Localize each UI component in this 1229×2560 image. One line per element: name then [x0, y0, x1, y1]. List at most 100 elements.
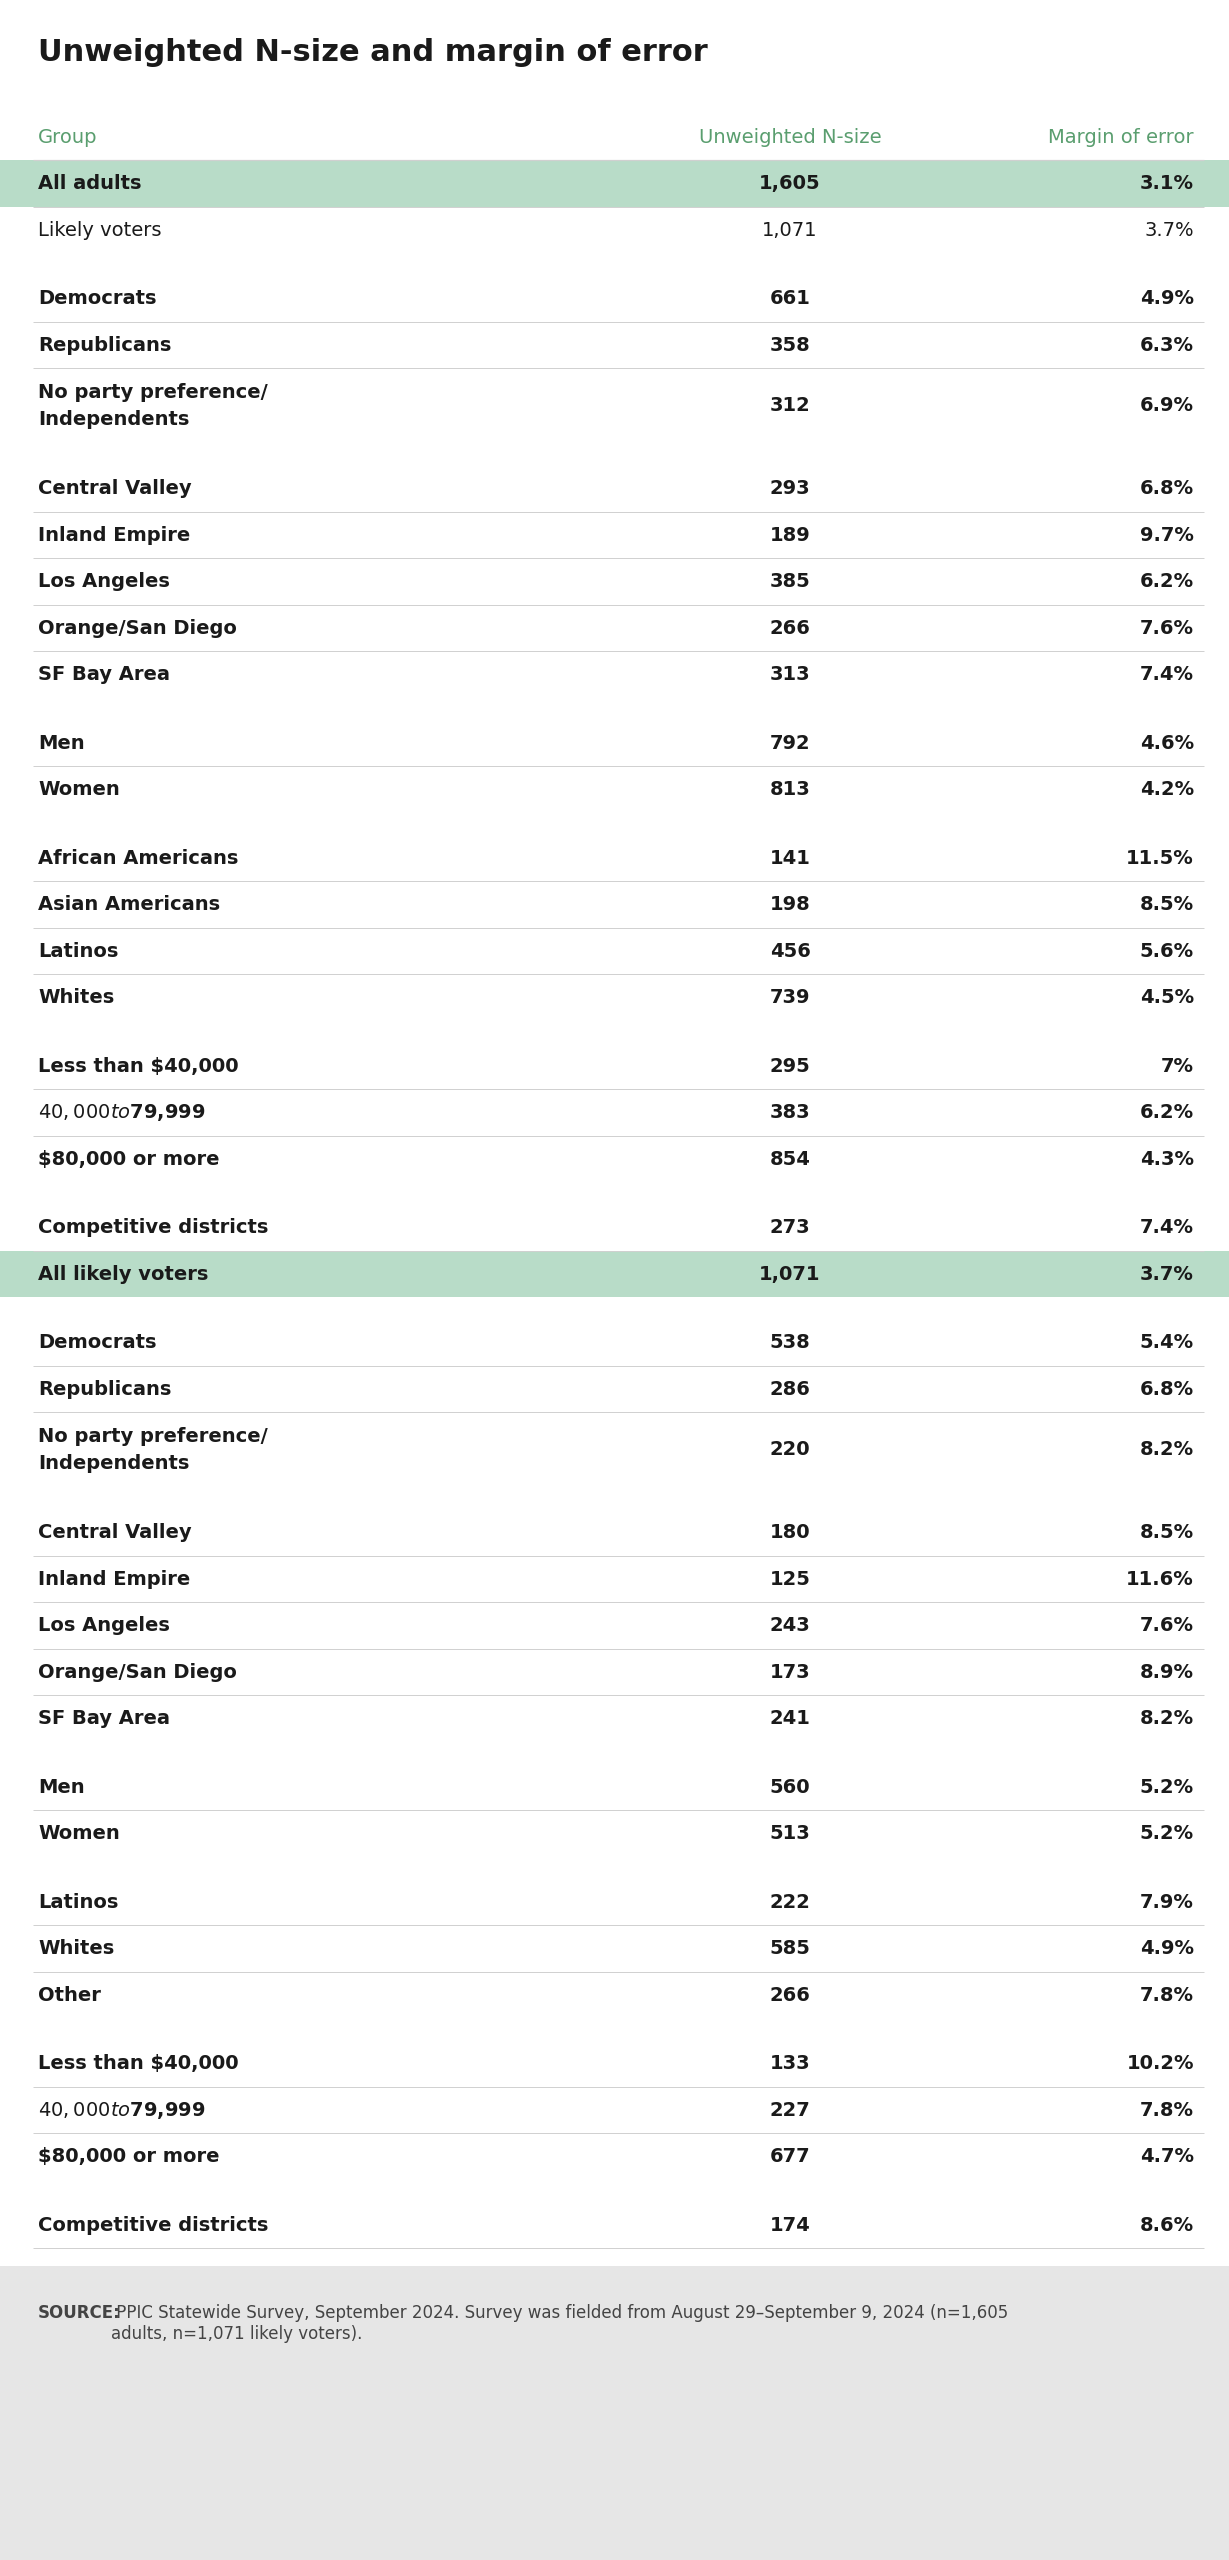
Text: 7.8%: 7.8% — [1141, 1987, 1195, 2004]
Text: Central Valley: Central Valley — [38, 479, 192, 499]
Text: Margin of error: Margin of error — [1048, 128, 1195, 148]
Text: Independents: Independents — [38, 410, 189, 430]
Text: Central Valley: Central Valley — [38, 1523, 192, 1541]
Text: 560: 560 — [769, 1777, 810, 1797]
Text: 312: 312 — [769, 397, 810, 415]
Text: No party preference/: No party preference/ — [38, 384, 268, 402]
Text: 813: 813 — [769, 781, 810, 799]
Text: Unweighted N-size: Unweighted N-size — [699, 128, 881, 148]
Text: Democrats: Democrats — [38, 289, 156, 307]
Text: 538: 538 — [769, 1334, 810, 1352]
Text: 11.5%: 11.5% — [1126, 847, 1195, 868]
Bar — [0, 1252, 1229, 1298]
Text: 4.5%: 4.5% — [1139, 988, 1195, 1006]
Text: Republicans: Republicans — [38, 1380, 171, 1398]
Text: Unweighted N-size and margin of error: Unweighted N-size and margin of error — [38, 38, 708, 67]
Text: 3.7%: 3.7% — [1144, 220, 1195, 241]
Text: 383: 383 — [769, 1103, 810, 1121]
Text: 6.8%: 6.8% — [1139, 479, 1195, 499]
Text: 8.5%: 8.5% — [1139, 1523, 1195, 1541]
Text: Women: Women — [38, 781, 119, 799]
Text: $40,000 to $79,999: $40,000 to $79,999 — [38, 2099, 205, 2120]
Text: 7.4%: 7.4% — [1141, 1219, 1195, 1236]
Text: 1,071: 1,071 — [760, 1265, 821, 1283]
Text: $40,000 to $79,999: $40,000 to $79,999 — [38, 1101, 205, 1124]
Text: Latinos: Latinos — [38, 1892, 118, 1912]
Text: 7.6%: 7.6% — [1141, 1615, 1195, 1636]
Text: 8.6%: 8.6% — [1139, 2214, 1195, 2235]
Text: 4.2%: 4.2% — [1139, 781, 1195, 799]
Text: Independents: Independents — [38, 1454, 189, 1472]
Bar — [0, 161, 1229, 207]
Text: 174: 174 — [769, 2214, 810, 2235]
Text: 273: 273 — [769, 1219, 810, 1236]
Text: 3.7%: 3.7% — [1141, 1265, 1195, 1283]
Text: 5.4%: 5.4% — [1139, 1334, 1195, 1352]
Text: 295: 295 — [769, 1057, 810, 1075]
Text: Competitive districts: Competitive districts — [38, 2214, 268, 2235]
Text: 198: 198 — [769, 896, 810, 914]
Text: SOURCE:: SOURCE: — [38, 2304, 120, 2322]
Text: No party preference/: No party preference/ — [38, 1426, 268, 1446]
Text: 4.9%: 4.9% — [1141, 1938, 1195, 1958]
Text: Inland Empire: Inland Empire — [38, 1569, 190, 1590]
Text: $80,000 or more: $80,000 or more — [38, 2148, 220, 2166]
Text: 266: 266 — [769, 1987, 810, 2004]
Text: 7.4%: 7.4% — [1141, 666, 1195, 684]
Text: 125: 125 — [769, 1569, 810, 1590]
Text: Men: Men — [38, 735, 85, 753]
Text: Republicans: Republicans — [38, 335, 171, 356]
Text: 456: 456 — [769, 942, 810, 960]
Text: Orange/San Diego: Orange/San Diego — [38, 620, 237, 637]
Text: Other: Other — [38, 1987, 101, 2004]
Text: 243: 243 — [769, 1615, 810, 1636]
Text: 220: 220 — [769, 1441, 810, 1459]
Text: 313: 313 — [769, 666, 810, 684]
Text: 7.8%: 7.8% — [1141, 2102, 1195, 2120]
Text: 513: 513 — [769, 1825, 810, 1843]
Text: 6.9%: 6.9% — [1141, 397, 1195, 415]
Text: 4.3%: 4.3% — [1141, 1149, 1195, 1167]
Text: 133: 133 — [769, 2053, 810, 2074]
Text: 5.6%: 5.6% — [1139, 942, 1195, 960]
Text: Los Angeles: Los Angeles — [38, 1615, 170, 1636]
Text: 739: 739 — [769, 988, 810, 1006]
Text: Democrats: Democrats — [38, 1334, 156, 1352]
Text: Less than $40,000: Less than $40,000 — [38, 2053, 238, 2074]
Text: 11.6%: 11.6% — [1126, 1569, 1195, 1590]
Text: 792: 792 — [769, 735, 810, 753]
Text: $80,000 or more: $80,000 or more — [38, 1149, 220, 1167]
Text: Inland Empire: Inland Empire — [38, 525, 190, 545]
Text: SF Bay Area: SF Bay Area — [38, 1710, 170, 1728]
Text: All likely voters: All likely voters — [38, 1265, 209, 1283]
Text: 7%: 7% — [1161, 1057, 1195, 1075]
Text: 6.2%: 6.2% — [1139, 571, 1195, 591]
Text: SF Bay Area: SF Bay Area — [38, 666, 170, 684]
Text: 7.6%: 7.6% — [1141, 620, 1195, 637]
Text: Women: Women — [38, 1825, 119, 1843]
Text: All adults: All adults — [38, 174, 141, 192]
Text: 9.7%: 9.7% — [1141, 525, 1195, 545]
Text: 141: 141 — [769, 847, 810, 868]
Text: 1,071: 1,071 — [762, 220, 817, 241]
Text: Latinos: Latinos — [38, 942, 118, 960]
Text: 189: 189 — [769, 525, 810, 545]
Text: Men: Men — [38, 1777, 85, 1797]
Text: Whites: Whites — [38, 988, 114, 1006]
Text: Competitive districts: Competitive districts — [38, 1219, 268, 1236]
Text: 5.2%: 5.2% — [1139, 1825, 1195, 1843]
Text: 173: 173 — [769, 1661, 810, 1682]
Text: 677: 677 — [769, 2148, 810, 2166]
Text: 6.2%: 6.2% — [1139, 1103, 1195, 1121]
Text: Group: Group — [38, 128, 97, 148]
Text: Likely voters: Likely voters — [38, 220, 161, 241]
Text: 8.9%: 8.9% — [1141, 1661, 1195, 1682]
Text: 7.9%: 7.9% — [1141, 1892, 1195, 1912]
Text: Less than $40,000: Less than $40,000 — [38, 1057, 238, 1075]
Text: 241: 241 — [769, 1710, 810, 1728]
Text: Whites: Whites — [38, 1938, 114, 1958]
Text: 8.5%: 8.5% — [1139, 896, 1195, 914]
Bar — [0, 2266, 1229, 2560]
Text: African Americans: African Americans — [38, 847, 238, 868]
Text: 293: 293 — [769, 479, 810, 499]
